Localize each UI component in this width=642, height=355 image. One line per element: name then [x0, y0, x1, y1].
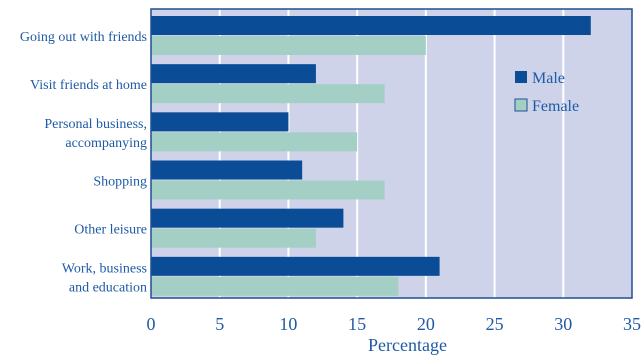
bar-female-5	[151, 276, 399, 296]
x-tick-label: 5	[215, 314, 224, 334]
x-tick-label: 30	[554, 314, 572, 334]
category-labels: Going out with friends Visit friends at h…	[20, 30, 147, 295]
plot-frame	[150, 8, 633, 299]
category-label: and education	[69, 280, 147, 295]
category-label: Other leisure	[74, 223, 147, 238]
bar-female-1	[151, 84, 385, 104]
legend: Male Female	[514, 70, 579, 115]
gridlines	[218, 9, 565, 298]
category-label: Work, business	[62, 261, 147, 276]
category-label: Going out with friends	[20, 30, 147, 45]
bar-female-3	[151, 180, 385, 200]
bar-male-3	[151, 160, 303, 180]
legend-male-swatch	[515, 71, 527, 83]
plot-area	[151, 9, 632, 298]
bars	[151, 16, 591, 296]
x-tick-label: 20	[417, 314, 435, 334]
x-tick-label: 15	[348, 314, 366, 334]
bar-male-1	[151, 64, 316, 84]
bar-male-4	[151, 208, 344, 228]
bar-male-0	[151, 16, 591, 35]
x-tick-labels: 0 5 10 15 20 25 30 35	[147, 314, 642, 334]
category-label: Shopping	[93, 175, 147, 190]
bar-female-2	[151, 132, 358, 152]
legend-male-label: Male	[532, 70, 565, 87]
x-tick-label: 35	[623, 314, 641, 334]
x-axis-title: Percentage	[368, 335, 447, 355]
legend-female-swatch	[514, 98, 528, 112]
bar-female-4	[151, 228, 316, 248]
category-label: accompanying	[65, 136, 147, 151]
x-tick-label: 25	[486, 314, 504, 334]
bar-male-2	[151, 112, 289, 132]
category-label: Visit friends at home	[30, 78, 147, 93]
x-tick-label: 10	[279, 314, 297, 334]
x-tick-label: 0	[147, 314, 156, 334]
legend-female-label: Female	[532, 98, 579, 115]
bar-male-5	[151, 256, 440, 276]
category-label: Personal business,	[44, 117, 147, 132]
bar-female-0	[151, 36, 426, 55]
